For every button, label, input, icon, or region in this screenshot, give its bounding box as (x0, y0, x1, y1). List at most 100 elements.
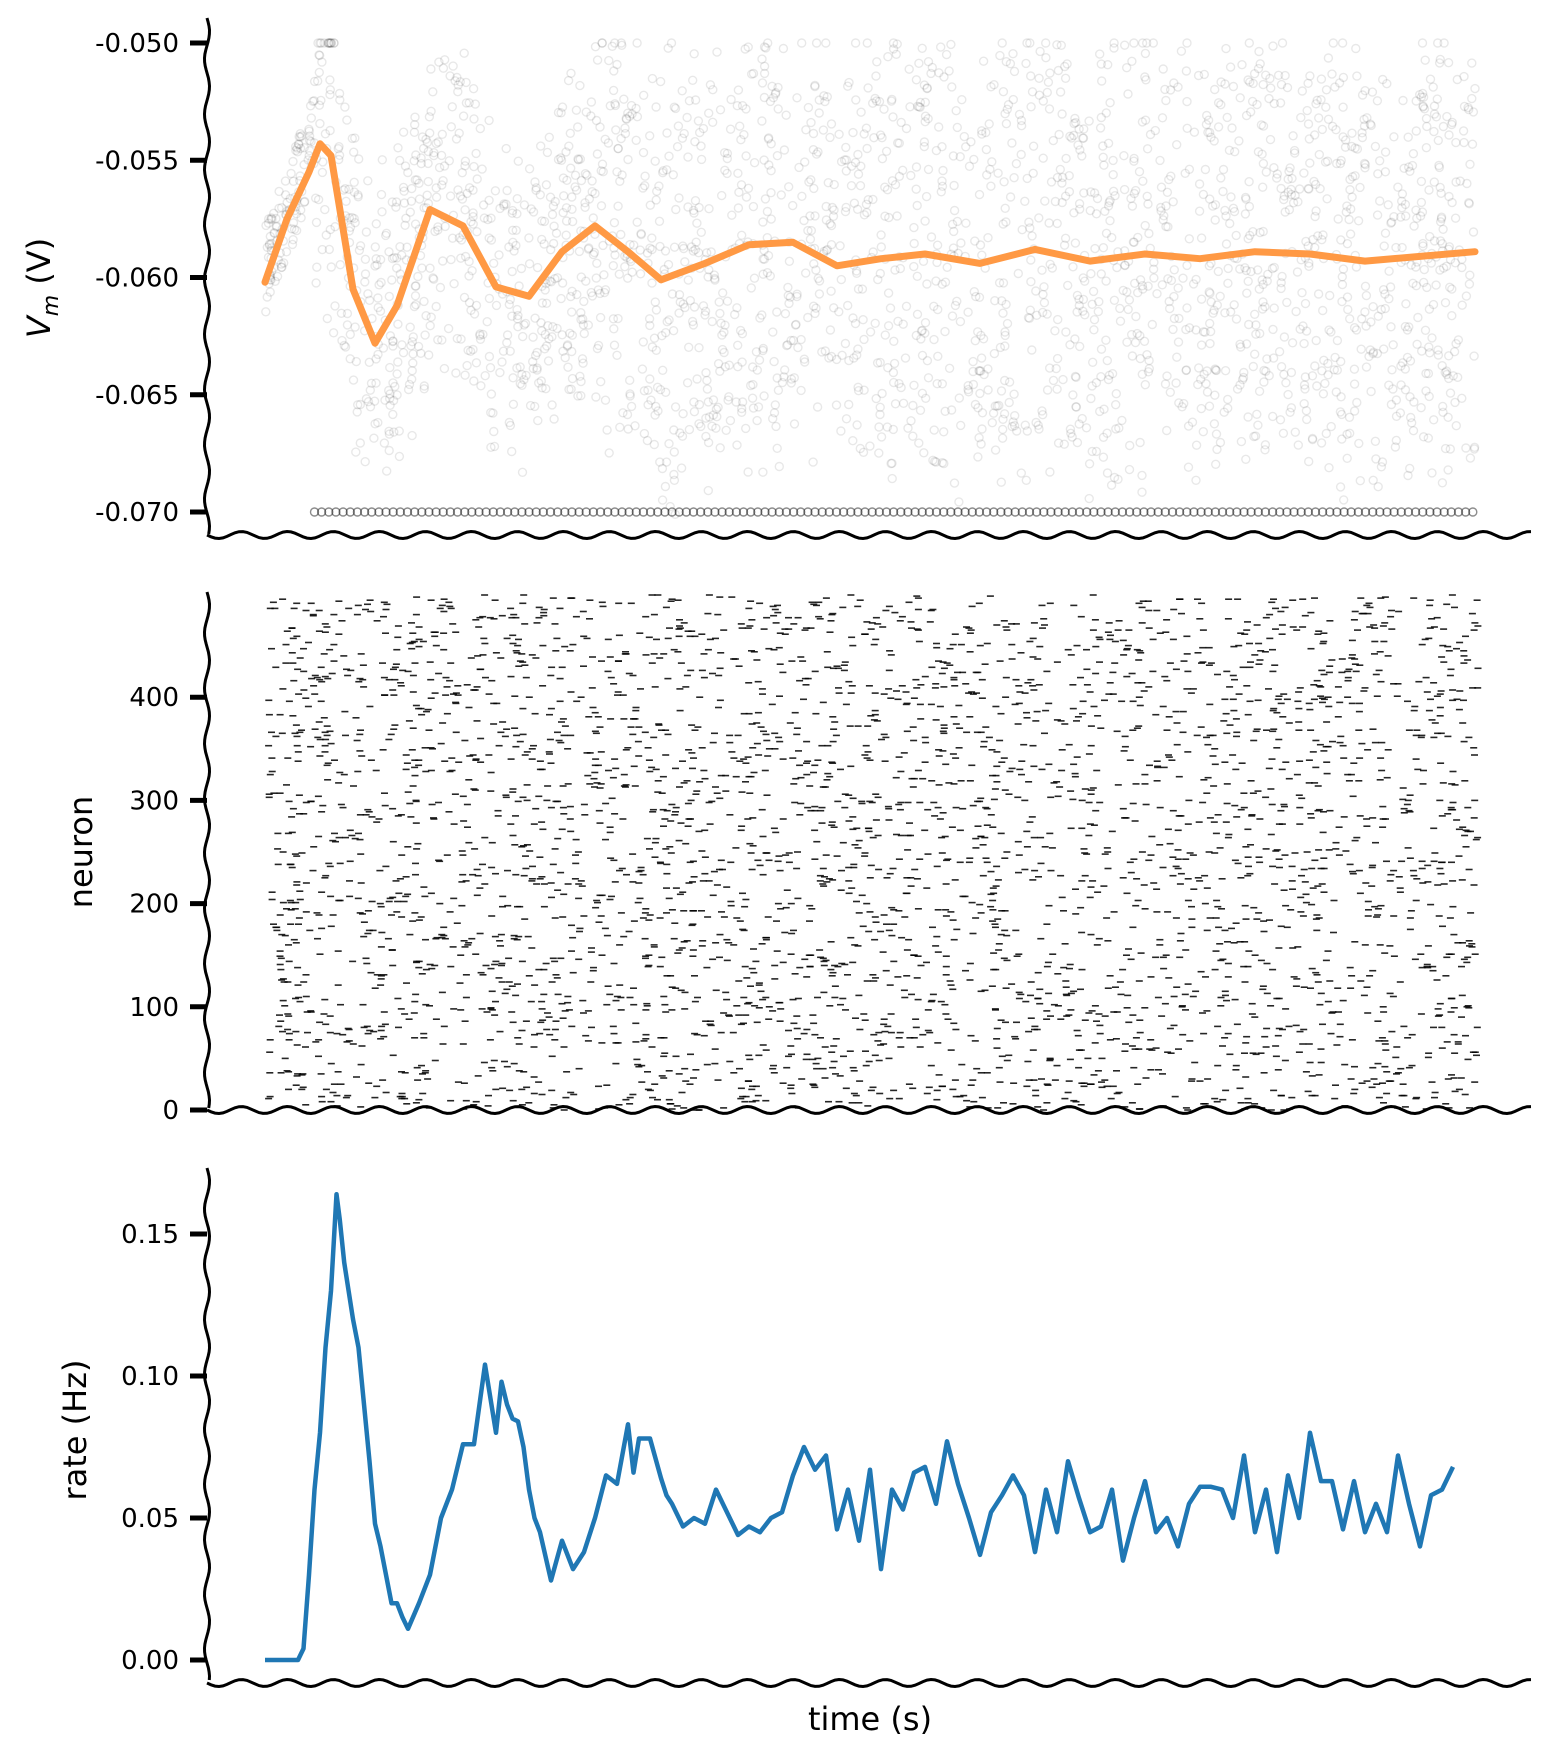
vm-sample-point (274, 186, 284, 197)
vm-sample-point (624, 111, 635, 122)
vm-sample-point (1342, 453, 1352, 463)
vm-sample-point (498, 346, 509, 356)
vm-sample-point (299, 142, 309, 153)
vm-sample-point (389, 427, 399, 437)
vm-sample-point (1138, 284, 1148, 294)
vm-sample-point (574, 246, 585, 257)
vm-sample-point (1096, 112, 1107, 123)
vm-sample-point (304, 124, 314, 135)
vm-sample-point (616, 133, 626, 144)
vm-sample-point (1207, 201, 1218, 211)
vm-sample-point (740, 44, 750, 54)
vm-sample-point (1349, 323, 1360, 333)
vm-sample-point (1299, 380, 1310, 390)
vm-sample-point (1418, 101, 1428, 111)
vm-sample-point (1428, 299, 1439, 310)
vm-sample-point (1104, 370, 1115, 380)
vm-sample-point (1315, 183, 1325, 194)
vm-sample-point (1140, 380, 1151, 390)
vm-sample-point (705, 80, 716, 90)
vm-sample-point (970, 236, 980, 246)
vm-sample-point (928, 455, 938, 465)
vm-sample-point (1299, 338, 1309, 349)
vm-sample-point (486, 407, 496, 418)
vm-sample-point (748, 379, 758, 390)
vm-sample-point (919, 448, 929, 458)
vm-sample-point (613, 313, 623, 324)
vm-sample-point (1436, 213, 1447, 224)
vm-sample-point (669, 469, 679, 480)
vm-sample-point (342, 308, 353, 319)
vm-sample-point (1289, 148, 1300, 158)
vm-sample-point (588, 249, 599, 260)
vm-sample-point (477, 164, 487, 174)
vm-sample-point (1402, 352, 1413, 363)
vm-sample-point (890, 399, 901, 409)
vm-sample-point (632, 217, 642, 227)
vm-sample-point (790, 320, 801, 330)
vm-sample-point (1384, 380, 1394, 390)
vm-sample-point (304, 131, 315, 141)
vm-sample-point (811, 38, 822, 48)
vm-sample-point (586, 287, 596, 298)
vm-sample-point (861, 199, 872, 210)
vm-sample-point (1250, 431, 1261, 441)
vm-sample-point (1225, 62, 1236, 72)
vm-sample-point (869, 132, 879, 143)
vm-sample-point (859, 385, 869, 395)
vm-sample-point (1351, 262, 1362, 272)
vm-sample-point (1204, 287, 1214, 297)
vm-sample-point (733, 362, 743, 372)
vm-sample-point (1289, 145, 1300, 156)
vm-reset-point (674, 507, 684, 517)
vm-sample-point (456, 235, 467, 245)
vm-sample-point (1320, 378, 1330, 389)
vm-sample-point (1303, 456, 1314, 467)
vm-reset-point (803, 507, 813, 517)
vm-sample-point (1265, 83, 1276, 93)
vm-sample-point (1344, 214, 1354, 225)
vm-sample-point (1216, 99, 1226, 110)
vm-sample-point (906, 416, 916, 426)
vm-sample-point (1385, 282, 1396, 292)
vm-sample-point (821, 245, 832, 256)
vm-sample-point (1316, 438, 1327, 448)
vm-sample-point (1301, 236, 1311, 247)
vm-sample-point (1141, 38, 1152, 48)
vm-sample-point (712, 412, 722, 422)
vm-sample-point (419, 296, 429, 307)
vm-sample-point (717, 330, 727, 340)
vm-sample-point (973, 452, 983, 462)
vm-sample-point (852, 420, 862, 430)
vm-sample-point (970, 336, 980, 346)
vm-sample-point (1407, 160, 1418, 171)
vm-sample-point (1091, 446, 1102, 457)
vm-sample-point (1124, 464, 1135, 475)
vm-sample-point (548, 238, 559, 249)
vm-sample-point (1070, 371, 1081, 382)
vm-sample-point (858, 315, 868, 325)
vm-sample-point (1444, 191, 1454, 202)
vm-sample-point (388, 378, 398, 388)
vm-sample-point (1067, 432, 1077, 442)
vm-sample-point (391, 197, 402, 207)
vm-sample-point (469, 309, 480, 319)
vm-sample-point (305, 101, 316, 111)
vm-sample-point (1205, 326, 1216, 337)
vm-reset-point (1353, 507, 1364, 517)
vm-reset-point (824, 507, 834, 517)
vm-sample-point (469, 161, 479, 172)
vm-sample-point (850, 318, 861, 329)
vm-sample-point (488, 408, 498, 418)
vm-sample-point (1173, 337, 1184, 347)
vm-sample-point (692, 218, 702, 228)
vm-sample-point (690, 195, 701, 206)
vm-sample-point (365, 385, 375, 395)
vm-sample-point (1324, 290, 1335, 301)
vm-sample-point (1302, 105, 1312, 116)
vm-reset-point (874, 507, 884, 517)
vm-reset-point (603, 507, 613, 517)
vm-sample-point (849, 198, 860, 208)
vm-sample-point (821, 201, 831, 212)
vm-sample-point (1012, 426, 1022, 436)
